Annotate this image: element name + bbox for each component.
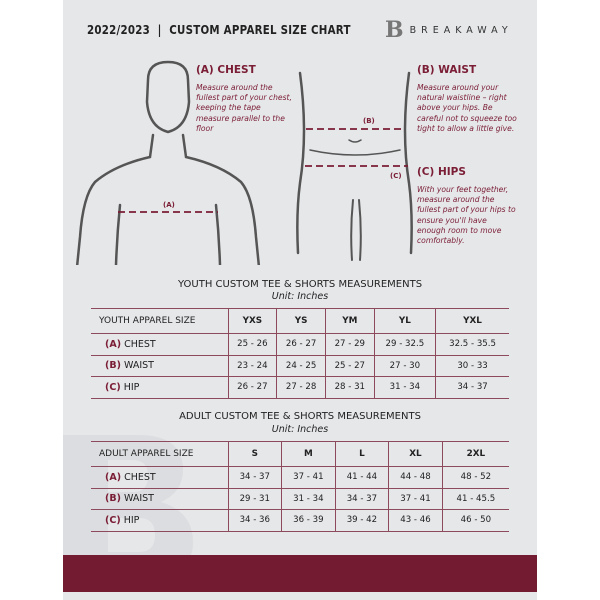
waist-description: Measure around your natural waistline – … — [417, 83, 517, 133]
measurement-name: CHEST — [124, 471, 156, 483]
size-column-header: YL — [373, 308, 436, 334]
waist-title: (B) WAIST — [417, 64, 477, 76]
measurement-value: 41 - 44 — [334, 466, 389, 489]
table-row: (B) WAIST 23 - 24 24 - 25 25 - 27 27 - 30 30 … — [91, 354, 509, 377]
chest-marker: (A) — [163, 201, 175, 209]
table-row: (C) HIP 34 - 36 36 - 39 39 - 42 43 - 46 46 - … — [91, 509, 509, 532]
size-column-header: M — [281, 441, 336, 467]
measurement-code: (A) — [105, 338, 122, 350]
measurement-name: WAIST — [123, 493, 154, 505]
measurement-value: 43 - 46 — [388, 509, 443, 532]
measurement-value: 36 - 39 — [281, 509, 336, 532]
measurement-value: 28 - 31 — [324, 376, 375, 399]
measurement-value: 41 - 45.5 — [441, 487, 509, 510]
measurement-name: HIP — [123, 514, 140, 526]
measurement-value: 27 - 30 — [373, 354, 436, 377]
measurement-label: (B) WAIST — [91, 354, 228, 377]
measurement-value: 27 - 29 — [324, 333, 375, 356]
measurement-value: 34 - 37 — [435, 376, 509, 399]
measurement-value: 31 - 34 — [373, 376, 436, 399]
measurement-value: 24 - 25 — [276, 354, 326, 377]
size-column-header: 2XL — [441, 441, 509, 467]
measurement-value: 34 - 37 — [227, 466, 282, 489]
chest-title: (A) CHEST — [196, 64, 256, 76]
measurement-label: (C) HIP — [91, 509, 228, 532]
measurement-label: (B) WAIST — [91, 487, 228, 510]
table-row: (C) HIP 26 - 27 27 - 28 28 - 31 31 - 34 34 - … — [91, 376, 509, 399]
body-figures: (A) (B) (C) — [75, 60, 413, 265]
table-header-row: ADULT APPAREL SIZE S M L XL 2XL — [91, 441, 509, 467]
size-column-header: L — [334, 441, 389, 467]
measurement-value: 26 - 27 — [276, 333, 326, 356]
right-hip-outline — [403, 71, 413, 255]
hips-description: With your feet together, measure around … — [417, 185, 516, 246]
measurement-value: 25 - 26 — [227, 333, 277, 356]
size-column-header: XL — [388, 441, 443, 467]
left-shoulder-outline — [75, 133, 155, 265]
size-chart-page: 2022/2023 | CUSTOM APPAREL SIZE CHART B … — [63, 0, 537, 600]
hips-title: (C) HIPS — [417, 166, 466, 178]
measurement-code: (B) — [105, 493, 121, 505]
youth-unit: Unit: Inches — [271, 291, 329, 302]
size-column-header: YS — [276, 308, 326, 334]
youth-size-table: YOUTH APPAREL SIZE YXS YS YM YL YXL (A) CHEST 2… — [91, 308, 509, 399]
measurement-value: 39 - 42 — [334, 509, 389, 532]
head-outline — [145, 60, 191, 134]
measurement-value: 25 - 27 — [324, 354, 375, 377]
measurement-code: (B) — [105, 360, 121, 372]
measurement-value: 37 - 41 — [281, 466, 336, 489]
measurement-value: 26 - 27 — [227, 376, 277, 399]
measurement-value: 31 - 34 — [281, 487, 336, 510]
measurement-label: (A) CHEST — [91, 466, 228, 489]
adult-size-table: ADULT APPAREL SIZE S M L XL 2XL (A) CHEST 34 - … — [91, 441, 509, 532]
hip-marker: (C) — [390, 172, 402, 180]
adult-section-title: ADULT CUSTOM TEE & SHORTS MEASUREMENTS — [179, 411, 421, 422]
measurement-value: 46 - 50 — [441, 509, 509, 532]
measurement-name: HIP — [123, 381, 140, 393]
measurement-name: CHEST — [124, 338, 156, 350]
measurement-value: 30 - 33 — [435, 354, 509, 377]
measurement-label: (A) CHEST — [91, 333, 228, 356]
size-column-header: YXL — [435, 308, 509, 334]
footer-band — [63, 555, 537, 592]
measurement-value: 44 - 48 — [388, 466, 443, 489]
measurement-label: (C) HIP — [91, 376, 228, 399]
measurement-value: 27 - 28 — [276, 376, 326, 399]
measurement-name: WAIST — [123, 360, 154, 372]
youth-section-title: YOUTH CUSTOM TEE & SHORTS MEASUREMENTS — [177, 279, 423, 290]
waist-marker: (B) — [363, 117, 375, 125]
table-row: (A) CHEST 25 - 26 26 - 27 27 - 29 29 - 32.5 3… — [91, 333, 509, 356]
measurement-value: 48 - 52 — [441, 466, 509, 489]
size-column-header: YXS — [227, 308, 277, 334]
brand-name: BREAKAWAY — [409, 24, 513, 36]
measurement-value: 29 - 32.5 — [373, 333, 436, 356]
measurement-code: (A) — [105, 471, 122, 483]
table-row: (B) WAIST 29 - 31 31 - 34 34 - 37 37 - 41 41 … — [91, 487, 509, 510]
size-column-header: S — [227, 441, 282, 467]
table-row: (A) CHEST 34 - 37 37 - 41 41 - 44 44 - 48 48 … — [91, 466, 509, 489]
size-header: YOUTH APPAREL SIZE — [91, 308, 228, 334]
measurement-code: (C) — [105, 381, 121, 393]
left-hip-outline — [296, 71, 306, 255]
measurement-value: 23 - 24 — [227, 354, 277, 377]
measurement-value: 34 - 37 — [334, 487, 389, 510]
size-column-header: YM — [324, 308, 375, 334]
right-shoulder-outline — [181, 133, 261, 265]
measurement-code: (C) — [105, 514, 121, 526]
brand: B BREAKAWAY — [385, 17, 513, 43]
chest-description: Measure around the fullest part of your … — [196, 83, 292, 133]
measurement-value: 34 - 36 — [227, 509, 282, 532]
measurement-value: 29 - 31 — [227, 487, 282, 510]
size-header: ADULT APPAREL SIZE — [91, 441, 228, 467]
table-header-row: YOUTH APPAREL SIZE YXS YS YM YL YXL — [91, 308, 509, 334]
measurement-value: 37 - 41 — [388, 487, 443, 510]
adult-unit: Unit: Inches — [271, 424, 329, 435]
page-title: 2022/2023 | CUSTOM APPAREL SIZE CHART — [87, 22, 351, 37]
measurement-value: 32.5 - 35.5 — [435, 333, 509, 356]
brand-logo: B — [385, 17, 404, 43]
